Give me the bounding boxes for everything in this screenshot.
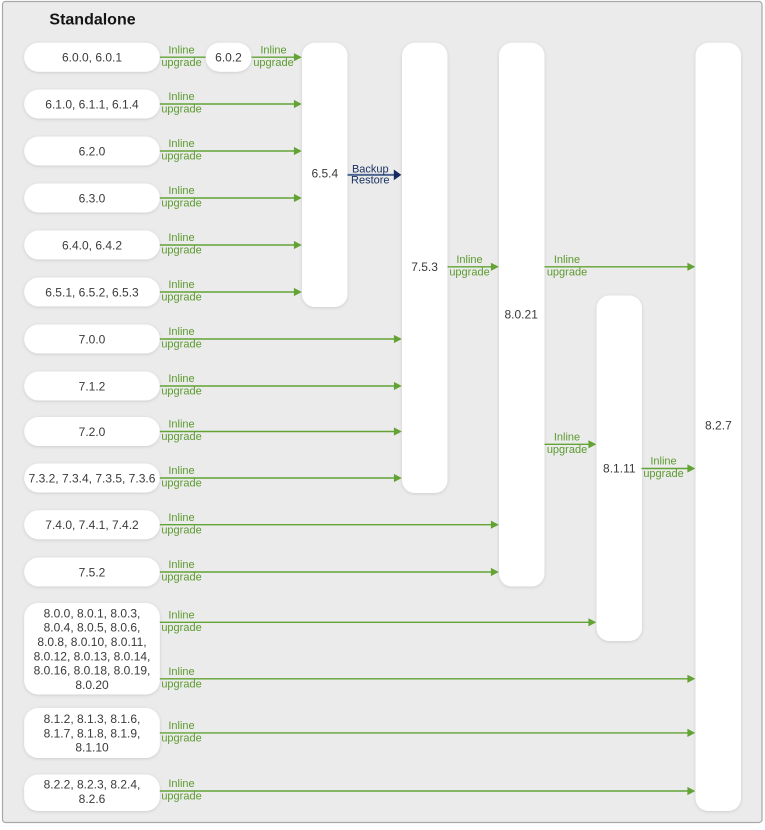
svg-text:Inline: Inline: [168, 559, 194, 571]
svg-text:upgrade: upgrade: [253, 57, 293, 69]
svg-text:upgrade: upgrade: [161, 622, 201, 634]
svg-text:Inline: Inline: [168, 91, 194, 103]
svg-text:upgrade: upgrade: [161, 339, 201, 351]
svg-text:7.0.0: 7.0.0: [79, 332, 106, 346]
svg-text:8.0.8, 8.0.10, 8.0.11,: 8.0.8, 8.0.10, 8.0.11,: [37, 635, 146, 649]
svg-text:6.2.0: 6.2.0: [79, 144, 106, 158]
svg-text:upgrade: upgrade: [161, 386, 201, 398]
svg-text:Inline: Inline: [168, 512, 194, 524]
svg-text:upgrade: upgrade: [161, 524, 201, 536]
svg-text:Inline: Inline: [168, 232, 194, 244]
svg-text:upgrade: upgrade: [161, 478, 201, 490]
svg-text:8.0.21: 8.0.21: [505, 308, 539, 322]
svg-text:8.2.2, 8.2.3, 8.2.4,: 8.2.2, 8.2.3, 8.2.4,: [44, 778, 141, 792]
svg-text:6.0.0, 6.0.1: 6.0.0, 6.0.1: [62, 51, 122, 65]
svg-text:Inline: Inline: [168, 778, 194, 790]
svg-text:7.2.0: 7.2.0: [79, 425, 106, 439]
svg-text:upgrade: upgrade: [161, 245, 201, 257]
svg-text:6.5.4: 6.5.4: [311, 167, 338, 181]
svg-text:7.5.3: 7.5.3: [411, 260, 438, 274]
svg-text:Inline: Inline: [168, 44, 194, 56]
svg-text:upgrade: upgrade: [449, 267, 489, 279]
svg-text:Standalone: Standalone: [49, 12, 135, 29]
svg-text:upgrade: upgrade: [161, 572, 201, 584]
svg-text:7.4.0, 7.4.1, 7.4.2: 7.4.0, 7.4.1, 7.4.2: [45, 518, 139, 532]
svg-text:8.0.0, 8.0.1, 8.0.3,: 8.0.0, 8.0.1, 8.0.3,: [44, 606, 141, 620]
svg-text:Inline: Inline: [260, 44, 286, 56]
svg-text:upgrade: upgrade: [547, 444, 587, 456]
svg-text:upgrade: upgrade: [161, 733, 201, 745]
svg-text:Inline: Inline: [168, 666, 194, 678]
svg-text:Inline: Inline: [168, 326, 194, 338]
svg-text:6.5.1, 6.5.2, 6.5.3: 6.5.1, 6.5.2, 6.5.3: [45, 285, 139, 299]
svg-text:upgrade: upgrade: [643, 468, 683, 480]
svg-text:Backup: Backup: [352, 164, 389, 176]
svg-text:7.5.2: 7.5.2: [79, 565, 106, 579]
svg-text:8.0.20: 8.0.20: [75, 678, 109, 692]
svg-text:upgrade: upgrade: [161, 104, 201, 116]
svg-text:6.3.0: 6.3.0: [79, 191, 106, 205]
svg-text:7.3.2, 7.3.4, 7.3.5, 7.3.6: 7.3.2, 7.3.4, 7.3.5, 7.3.6: [29, 471, 156, 485]
svg-text:Inline: Inline: [168, 373, 194, 385]
svg-text:upgrade: upgrade: [161, 431, 201, 443]
svg-text:Inline: Inline: [650, 456, 676, 468]
svg-text:Inline: Inline: [168, 279, 194, 291]
svg-text:upgrade: upgrade: [161, 791, 201, 803]
svg-text:7.1.2: 7.1.2: [79, 379, 106, 393]
svg-text:8.2.6: 8.2.6: [79, 792, 106, 806]
svg-text:Restore: Restore: [351, 175, 390, 187]
svg-text:Inline: Inline: [168, 465, 194, 477]
svg-text:Inline: Inline: [168, 610, 194, 622]
svg-text:Inline: Inline: [554, 254, 580, 266]
svg-text:upgrade: upgrade: [161, 151, 201, 163]
svg-text:8.1.10: 8.1.10: [75, 741, 109, 755]
svg-text:Inline: Inline: [168, 419, 194, 431]
svg-text:Inline: Inline: [168, 720, 194, 732]
svg-text:Inline: Inline: [168, 138, 194, 150]
svg-text:6.4.0, 6.4.2: 6.4.0, 6.4.2: [62, 238, 122, 252]
svg-text:8.0.4, 8.0.5, 8.0.6,: 8.0.4, 8.0.5, 8.0.6,: [44, 621, 141, 635]
svg-text:8.0.12, 8.0.13, 8.0.14,: 8.0.12, 8.0.13, 8.0.14,: [34, 649, 151, 663]
svg-text:Inline: Inline: [554, 432, 580, 444]
svg-text:8.1.11: 8.1.11: [603, 462, 636, 476]
svg-text:upgrade: upgrade: [161, 57, 201, 69]
svg-text:8.1.7, 8.1.8, 8.1.9,: 8.1.7, 8.1.8, 8.1.9,: [44, 726, 141, 740]
svg-text:8.0.16, 8.0.18, 8.0.19,: 8.0.16, 8.0.18, 8.0.19,: [34, 664, 151, 678]
svg-text:8.1.2, 8.1.3, 8.1.6,: 8.1.2, 8.1.3, 8.1.6,: [44, 712, 141, 726]
svg-text:Inline: Inline: [168, 185, 194, 197]
svg-text:6.1.0, 6.1.1, 6.1.4: 6.1.0, 6.1.1, 6.1.4: [45, 97, 139, 111]
svg-text:upgrade: upgrade: [161, 292, 201, 304]
svg-text:8.2.7: 8.2.7: [705, 419, 732, 433]
svg-text:upgrade: upgrade: [161, 679, 201, 691]
svg-text:6.0.2: 6.0.2: [215, 51, 242, 65]
svg-text:Inline: Inline: [456, 254, 482, 266]
svg-text:upgrade: upgrade: [547, 267, 587, 279]
svg-text:upgrade: upgrade: [161, 198, 201, 210]
